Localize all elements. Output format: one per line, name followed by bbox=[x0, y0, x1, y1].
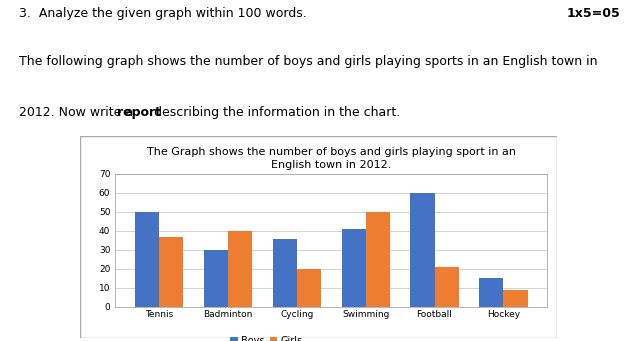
Bar bbox=[297, 269, 321, 307]
Text: describing the information in the chart.: describing the information in the chart. bbox=[150, 106, 400, 119]
Text: report: report bbox=[117, 106, 161, 119]
Text: 3.  Analyze the given graph within 100 words.: 3. Analyze the given graph within 100 wo… bbox=[19, 7, 307, 20]
Bar bbox=[342, 229, 365, 307]
Title: The Graph shows the number of boys and girls playing sport in an
English town in: The Graph shows the number of boys and g… bbox=[147, 147, 516, 170]
Bar bbox=[365, 212, 390, 307]
Bar bbox=[504, 290, 527, 307]
Bar bbox=[135, 212, 159, 307]
Legend: Boys, Girls: Boys, Girls bbox=[230, 336, 302, 341]
Text: The following graph shows the number of boys and girls playing sports in an Engl: The following graph shows the number of … bbox=[19, 55, 598, 68]
Bar bbox=[228, 231, 252, 307]
Bar bbox=[479, 278, 504, 307]
Bar bbox=[204, 250, 228, 307]
Text: 2012. Now write a: 2012. Now write a bbox=[19, 106, 138, 119]
Bar bbox=[435, 267, 459, 307]
Text: 1x5=05: 1x5=05 bbox=[567, 7, 621, 20]
Bar bbox=[410, 193, 435, 307]
Bar bbox=[273, 238, 297, 307]
Bar bbox=[159, 237, 183, 307]
